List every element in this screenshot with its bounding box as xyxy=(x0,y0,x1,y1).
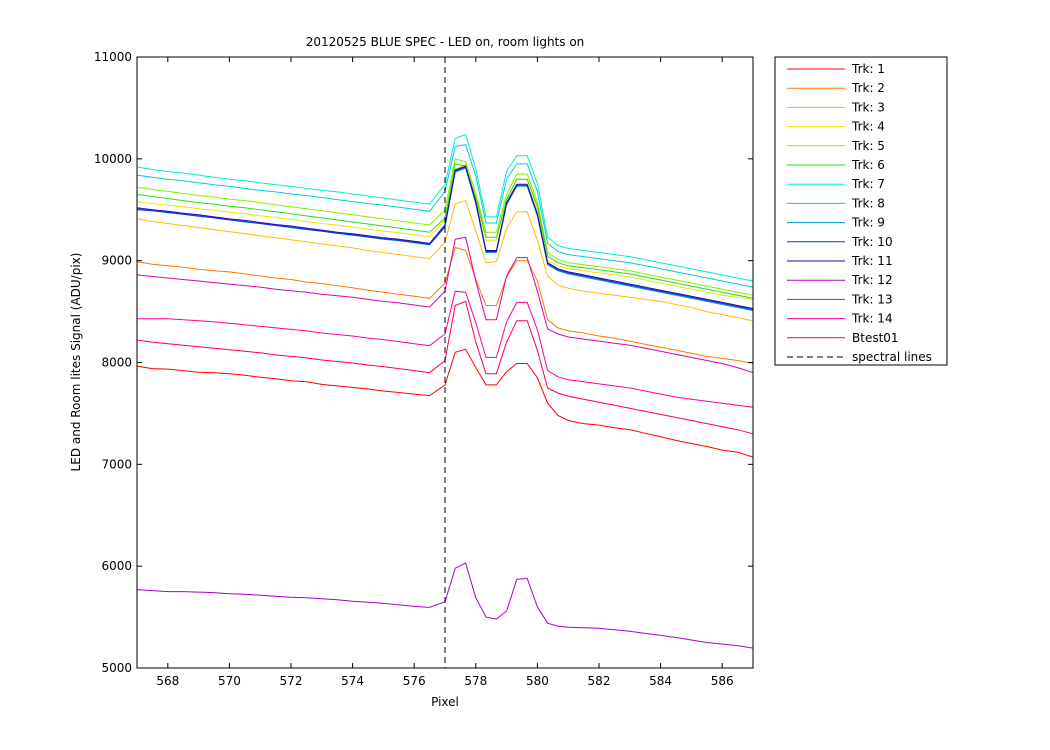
series-line-7 xyxy=(136,133,754,282)
legend-label: Trk: 4 xyxy=(851,120,885,134)
series-line-13 xyxy=(136,236,754,374)
y-axis-label: LED and Room lites Signal (ADU/pix) xyxy=(69,253,83,472)
x-tick-label: 572 xyxy=(280,674,303,688)
x-tick-label: 578 xyxy=(464,674,487,688)
legend-label: Trk: 5 xyxy=(851,139,885,153)
y-tick-label: 6000 xyxy=(101,559,132,573)
legend-label: Trk: 14 xyxy=(851,312,893,326)
series-line-2 xyxy=(136,246,754,364)
legend-box xyxy=(774,56,948,366)
y-axis: 5000 6000 7000 8000 9000 10000 11000 xyxy=(94,50,753,675)
legend-label: Trk: 1 xyxy=(851,62,885,76)
y-tick-label: 5000 xyxy=(101,661,132,675)
x-tick-label: 584 xyxy=(649,674,672,688)
x-axis: 568 570 572 574 576 578 580 582 584 586 xyxy=(156,57,734,688)
x-tick-label: 582 xyxy=(588,674,611,688)
legend-label: Trk: 12 xyxy=(851,273,893,287)
legend-label: spectral lines xyxy=(852,350,932,364)
series-line-15 xyxy=(136,300,754,435)
legend: Trk: 1 Trk: 2 Trk: 3 Trk: 4 Trk: 5 Trk: 6 Trk:… xyxy=(774,56,948,366)
legend-label: Trk: 10 xyxy=(851,235,893,249)
legend-label: Trk: 3 xyxy=(851,100,885,114)
chart-title: 20120525 BLUE SPEC - LED on, room lights… xyxy=(306,35,585,49)
x-axis-label: Pixel xyxy=(431,695,459,709)
y-tick-label: 8000 xyxy=(101,356,132,370)
series-line-1 xyxy=(136,348,754,458)
y-tick-label: 11000 xyxy=(94,50,132,64)
series-line-8 xyxy=(136,144,754,288)
legend-label: Trk: 8 xyxy=(851,196,885,210)
y-tick-label: 7000 xyxy=(101,457,132,471)
legend-label: Trk: 2 xyxy=(851,81,885,95)
legend-label: Trk: 9 xyxy=(851,216,885,230)
series-line-4 xyxy=(136,163,754,300)
legend-label: Trk: 11 xyxy=(851,254,893,268)
series-line-11 xyxy=(136,165,754,309)
legend-label: Trk: 13 xyxy=(851,292,893,306)
x-tick-label: 574 xyxy=(341,674,364,688)
x-tick-label: 576 xyxy=(403,674,426,688)
y-tick-label: 9000 xyxy=(101,254,132,268)
series-line-5 xyxy=(136,158,754,296)
x-tick-label: 568 xyxy=(156,674,179,688)
x-tick-label: 586 xyxy=(711,674,734,688)
y-tick-label: 10000 xyxy=(94,152,132,166)
series-layer xyxy=(136,133,754,649)
legend-label: Trk: 6 xyxy=(851,158,885,172)
series-line-3 xyxy=(136,199,754,322)
legend-label: Trk: 7 xyxy=(851,177,885,191)
legend-label: Btest01 xyxy=(852,331,899,345)
series-line-12 xyxy=(136,562,754,649)
x-tick-label: 580 xyxy=(526,674,549,688)
series-line-14 xyxy=(137,290,754,408)
legend-items: Trk: 1 Trk: 2 Trk: 3 Trk: 4 Trk: 5 Trk: 6 Trk:… xyxy=(787,62,932,364)
x-tick-label: 570 xyxy=(218,674,241,688)
